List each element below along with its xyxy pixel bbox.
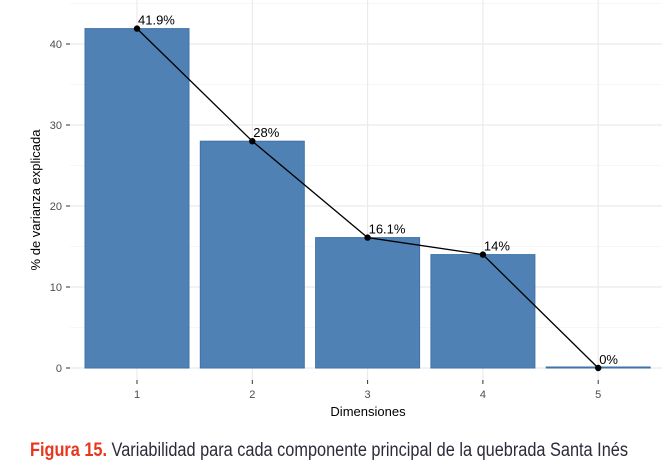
data-point-2 (249, 138, 256, 145)
y-tick-label: 0 (56, 363, 62, 375)
bar-2 (199, 140, 305, 369)
y-axis-title: % de varianza explicada (28, 129, 43, 271)
caption-label: Figura 15. (30, 440, 107, 461)
x-axis-title: Dimensiones (330, 404, 406, 419)
x-tick-label: 1 (134, 389, 140, 401)
data-labels: 41.9% 28% 16.1% 14% 0% (138, 13, 618, 367)
y-tick-label: 30 (50, 120, 62, 132)
x-tick-label: 2 (249, 389, 255, 401)
data-label-3: 16.1% (369, 222, 406, 237)
data-point-1 (133, 25, 141, 32)
bar-4 (430, 254, 536, 369)
data-point-3 (364, 234, 371, 241)
data-label-5: 0% (599, 352, 618, 367)
y-tick-label: 20 (50, 201, 62, 213)
data-label-1: 41.9% (138, 13, 175, 28)
x-tick-label: 4 (480, 389, 486, 401)
figure-caption: Figura 15. Variabilidad para cada compon… (30, 440, 628, 461)
x-tick-label: 5 (595, 389, 601, 401)
bar-3 (315, 237, 421, 369)
y-tick-label: 40 (50, 39, 62, 51)
y-tick-label: 10 (50, 282, 62, 294)
bars (84, 28, 651, 369)
data-label-4: 14% (484, 239, 510, 254)
x-axis: 1 2 3 4 5 (134, 380, 601, 401)
caption-text: Variabilidad para cada componente princi… (107, 440, 628, 461)
data-label-2: 28% (253, 125, 279, 140)
data-point-5 (595, 364, 602, 372)
y-axis: 0 10 20 30 40 (50, 39, 70, 375)
x-tick-label: 3 (365, 389, 371, 401)
bar-1 (84, 28, 190, 369)
line-overlay (133, 25, 602, 372)
data-point-4 (479, 251, 487, 258)
